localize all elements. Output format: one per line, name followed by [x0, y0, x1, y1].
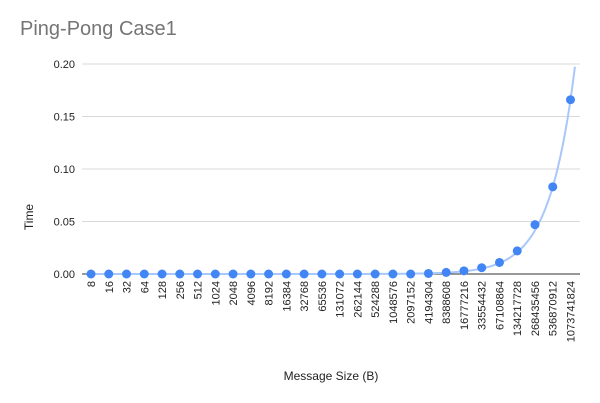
data-point — [512, 246, 522, 256]
x-tick-label: 268435456 — [530, 281, 542, 336]
data-point — [157, 269, 167, 279]
data-point — [370, 269, 380, 279]
data-point — [246, 269, 256, 279]
y-tick-label: 0.00 — [54, 269, 75, 281]
data-point — [423, 268, 433, 278]
x-tick-label: 16 — [104, 281, 116, 293]
x-tick-label: 256 — [175, 281, 187, 299]
data-point — [193, 269, 203, 279]
data-point — [122, 269, 132, 279]
x-tick-label: 524288 — [370, 281, 382, 318]
x-tick-label: 128 — [157, 281, 169, 299]
data-point — [459, 266, 469, 276]
x-tick-label: 67108864 — [494, 281, 506, 330]
x-tick-label: 512 — [193, 281, 205, 299]
x-axis-title: Message Size (B) — [284, 369, 379, 383]
x-tick-labels: 8 16 32 64 128 256 512 1024 2048 4096 8192 16384 327… — [86, 281, 578, 342]
data-point — [86, 269, 96, 279]
data-point — [352, 269, 362, 279]
x-tick-label: 4194304 — [423, 281, 435, 324]
data-point — [335, 269, 345, 279]
data-point — [139, 269, 149, 279]
x-tick-label: 16384 — [281, 281, 293, 312]
data-point — [317, 269, 327, 279]
gridlines — [82, 63, 580, 275]
data-point — [548, 182, 558, 192]
x-tick-label: 134217728 — [512, 281, 524, 336]
trendline — [91, 66, 576, 275]
y-tick-labels: 0.00 0.05 0.10 0.15 0.20 — [54, 59, 75, 281]
x-tick-label: 131072 — [335, 281, 347, 318]
data-point — [264, 269, 274, 279]
x-tick-label: 1073741824 — [566, 281, 578, 342]
x-tick-label: 32768 — [299, 281, 311, 312]
data-point — [228, 269, 238, 279]
data-point — [210, 269, 220, 279]
x-tick-label: 1048576 — [388, 281, 400, 324]
data-point — [441, 267, 451, 277]
data-points — [86, 95, 575, 279]
data-point — [566, 95, 575, 105]
data-point — [406, 269, 416, 279]
x-tick-label: 32 — [122, 281, 134, 293]
x-tick-label: 64 — [139, 281, 151, 293]
y-tick-label: 0.20 — [54, 59, 75, 71]
y-tick-label: 0.10 — [54, 164, 75, 176]
data-point — [299, 269, 309, 279]
data-point — [175, 269, 185, 279]
x-tick-label: 65536 — [317, 281, 329, 312]
x-tick-label: 4096 — [246, 281, 258, 305]
x-tick-label: 2048 — [228, 281, 240, 305]
x-tick-label: 2097152 — [406, 281, 418, 324]
x-tick-label: 8388608 — [441, 281, 453, 324]
data-point — [388, 269, 398, 279]
chart-title: Ping-Pong Case1 — [20, 18, 177, 40]
y-tick-label: 0.15 — [54, 112, 75, 124]
x-tick-label: 16777216 — [459, 281, 471, 330]
x-tick-label: 33554432 — [477, 281, 489, 330]
data-point — [281, 269, 291, 279]
x-tick-label: 1024 — [210, 281, 222, 305]
y-axis-title: Time — [22, 204, 36, 231]
x-tick-label: 8 — [86, 281, 98, 287]
data-point — [530, 220, 540, 230]
y-tick-label: 0.05 — [54, 217, 75, 229]
x-tick-label: 536870912 — [548, 281, 560, 336]
x-tick-label: 8192 — [264, 281, 276, 305]
x-tick-label: 262144 — [352, 281, 364, 318]
data-point — [494, 257, 504, 267]
data-point — [104, 269, 114, 279]
data-point — [477, 263, 487, 273]
